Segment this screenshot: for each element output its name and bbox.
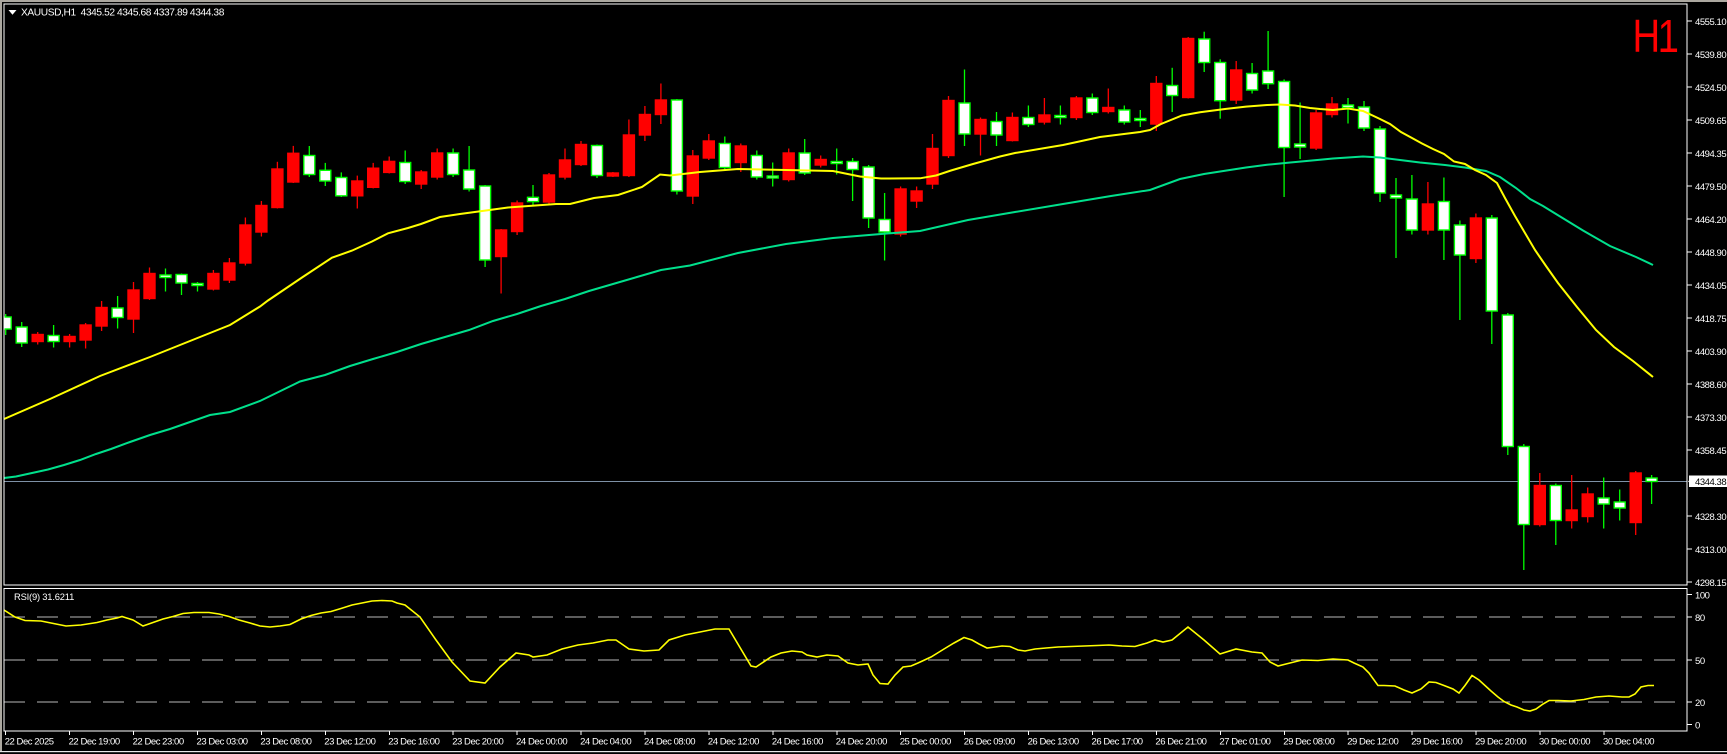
- svg-text:4509.65: 4509.65: [1695, 116, 1726, 127]
- svg-text:29 Dec 12:00: 29 Dec 12:00: [1347, 737, 1398, 748]
- svg-text:26 Dec 21:00: 26 Dec 21:00: [1155, 737, 1206, 748]
- svg-text:24 Dec 08:00: 24 Dec 08:00: [644, 737, 695, 748]
- svg-text:29 Dec 08:00: 29 Dec 08:00: [1283, 737, 1334, 748]
- svg-text:26 Dec 13:00: 26 Dec 13:00: [1028, 737, 1079, 748]
- svg-text:100: 100: [1695, 591, 1710, 602]
- svg-text:24 Dec 16:00: 24 Dec 16:00: [772, 737, 823, 748]
- svg-text:4358.45: 4358.45: [1695, 446, 1726, 457]
- svg-text:24 Dec 20:00: 24 Dec 20:00: [836, 737, 887, 748]
- svg-text:H1: H1: [1633, 10, 1678, 62]
- svg-text:27 Dec 01:00: 27 Dec 01:00: [1219, 737, 1270, 748]
- svg-text:22 Dec 23:00: 22 Dec 23:00: [133, 737, 184, 748]
- svg-text:26 Dec 17:00: 26 Dec 17:00: [1092, 737, 1143, 748]
- svg-text:4344.38: 4344.38: [1695, 477, 1726, 488]
- svg-text:XAUUSD,H1 4345.52 4345.68 433: XAUUSD,H1 4345.52 4345.68 4337.89 4344.3…: [21, 8, 225, 19]
- svg-text:24 Dec 12:00: 24 Dec 12:00: [708, 737, 759, 748]
- svg-text:29 Dec 16:00: 29 Dec 16:00: [1411, 737, 1462, 748]
- svg-text:25 Dec 00:00: 25 Dec 00:00: [900, 737, 951, 748]
- svg-text:23 Dec 03:00: 23 Dec 03:00: [197, 737, 248, 748]
- svg-text:RSI(9) 31.6211: RSI(9) 31.6211: [14, 591, 74, 602]
- svg-text:30 Dec 00:00: 30 Dec 00:00: [1539, 737, 1590, 748]
- svg-text:4403.90: 4403.90: [1695, 347, 1726, 358]
- svg-text:26 Dec 09:00: 26 Dec 09:00: [964, 737, 1015, 748]
- svg-text:24 Dec 04:00: 24 Dec 04:00: [580, 737, 631, 748]
- svg-text:30 Dec 04:00: 30 Dec 04:00: [1603, 737, 1654, 748]
- svg-text:4479.50: 4479.50: [1695, 182, 1726, 193]
- svg-text:24 Dec 00:00: 24 Dec 00:00: [516, 737, 567, 748]
- svg-text:4464.20: 4464.20: [1695, 215, 1726, 226]
- svg-text:23 Dec 12:00: 23 Dec 12:00: [324, 737, 375, 748]
- svg-text:4434.05: 4434.05: [1695, 281, 1726, 292]
- svg-text:50: 50: [1695, 656, 1705, 667]
- svg-text:4555.10: 4555.10: [1695, 17, 1726, 28]
- svg-text:4388.60: 4388.60: [1695, 380, 1726, 391]
- svg-text:23 Dec 20:00: 23 Dec 20:00: [452, 737, 503, 748]
- svg-text:29 Dec 20:00: 29 Dec 20:00: [1475, 737, 1526, 748]
- svg-text:22 Dec 2025: 22 Dec 2025: [5, 737, 54, 748]
- svg-text:4448.90: 4448.90: [1695, 248, 1726, 259]
- svg-text:20: 20: [1695, 698, 1705, 709]
- svg-text:4524.50: 4524.50: [1695, 83, 1726, 94]
- svg-text:80: 80: [1695, 613, 1705, 624]
- svg-text:22 Dec 19:00: 22 Dec 19:00: [69, 737, 120, 748]
- svg-text:0: 0: [1695, 720, 1700, 731]
- svg-text:4313.00: 4313.00: [1695, 545, 1726, 556]
- svg-text:23 Dec 16:00: 23 Dec 16:00: [388, 737, 439, 748]
- svg-text:4418.75: 4418.75: [1695, 314, 1726, 325]
- svg-text:4539.80: 4539.80: [1695, 50, 1726, 61]
- svg-text:4298.15: 4298.15: [1695, 578, 1726, 589]
- svg-text:4328.30: 4328.30: [1695, 512, 1726, 523]
- svg-text:4494.35: 4494.35: [1695, 149, 1726, 160]
- svg-text:23 Dec 08:00: 23 Dec 08:00: [260, 737, 311, 748]
- svg-text:4373.30: 4373.30: [1695, 413, 1726, 424]
